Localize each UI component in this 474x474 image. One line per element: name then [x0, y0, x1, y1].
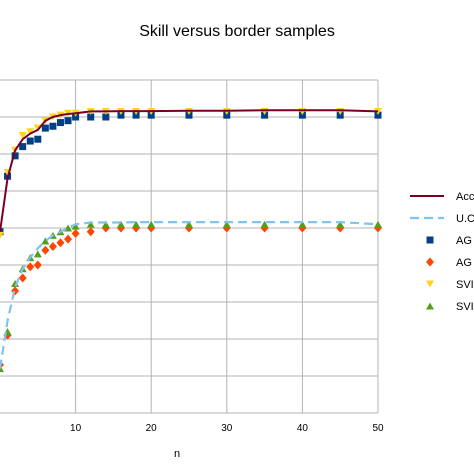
x-tick-label: 10: [70, 423, 82, 434]
legend-label: SVI: [456, 301, 474, 313]
data-point: [86, 227, 95, 237]
legend-label: Acc: [456, 191, 474, 203]
data-point: [33, 260, 42, 270]
data-point: [147, 220, 156, 228]
data-point: [102, 113, 110, 121]
data-point: [261, 111, 269, 119]
data-point: [147, 111, 155, 119]
data-point: [101, 220, 110, 228]
data-point: [260, 220, 269, 228]
data-point: [298, 111, 306, 119]
data-point: [64, 117, 72, 125]
x-axis-label: n: [174, 448, 180, 460]
data-point: [0, 228, 4, 236]
data-point: [34, 135, 42, 143]
data-point: [336, 220, 345, 228]
legend-item: SVI: [426, 279, 474, 291]
data-point: [132, 111, 140, 119]
data-point: [117, 111, 125, 119]
x-tick-label: 40: [297, 423, 309, 434]
data-point: [26, 137, 34, 145]
legend-label: U.C: [456, 213, 474, 225]
series: [0, 111, 382, 236]
data-point: [185, 111, 193, 119]
data-point: [374, 220, 382, 228]
chart-title: Skill versus border samples: [139, 23, 335, 40]
data-point: [11, 152, 19, 160]
legend-label: SVI: [456, 279, 474, 291]
data-point: [132, 220, 141, 228]
legend-item: Acc: [410, 191, 474, 203]
series: [0, 107, 382, 239]
legend-item: U.C: [410, 213, 474, 225]
data-point: [11, 286, 20, 296]
data-point: [71, 229, 80, 239]
data-point: [41, 237, 50, 245]
data-point: [33, 250, 42, 258]
x-tick-label: 30: [221, 423, 233, 434]
data-point: [41, 245, 50, 255]
legend-swatch: [426, 280, 434, 288]
data-point: [374, 107, 382, 115]
data-point: [56, 238, 65, 248]
data-point: [298, 220, 307, 228]
data-point: [41, 124, 49, 132]
data-point: [374, 111, 382, 119]
data-point: [222, 220, 231, 228]
data-point: [18, 273, 27, 283]
data-point: [26, 128, 35, 136]
x-tick-label: 50: [372, 423, 384, 434]
data-point: [87, 113, 95, 121]
data-point: [48, 242, 57, 251]
data-point: [11, 280, 20, 287]
data-point: [223, 111, 231, 119]
legend-swatch: [426, 257, 434, 267]
legend-item: AG: [426, 235, 472, 247]
data-point: [49, 122, 57, 130]
data-point: [56, 119, 64, 127]
data-point: [26, 262, 35, 272]
data-point: [19, 143, 27, 151]
legend-swatch: [426, 236, 434, 244]
legend: Acc U.C AG AG SVI SVI: [410, 191, 474, 313]
series: [0, 109, 379, 232]
data-point: [185, 220, 193, 228]
series-layer: [0, 107, 382, 373]
legend-item: AG: [426, 257, 472, 269]
series: [0, 223, 382, 370]
x-tick-label: 20: [146, 423, 158, 434]
data-point: [0, 231, 4, 239]
data-point: [72, 113, 80, 121]
data-point: [64, 234, 73, 244]
series-line: [0, 221, 379, 369]
legend-swatch: [426, 302, 434, 310]
data-point: [86, 220, 95, 228]
series-line: [0, 109, 379, 232]
legend-item: SVI: [426, 301, 474, 313]
series: [0, 221, 379, 369]
data-point: [336, 111, 344, 119]
data-point: [18, 132, 27, 139]
legend-label: AG: [456, 257, 472, 269]
data-point: [71, 222, 80, 230]
legend-label: AG: [456, 235, 472, 247]
data-point: [116, 220, 125, 228]
x-ticks: 10 20 30 40 50: [70, 423, 384, 434]
